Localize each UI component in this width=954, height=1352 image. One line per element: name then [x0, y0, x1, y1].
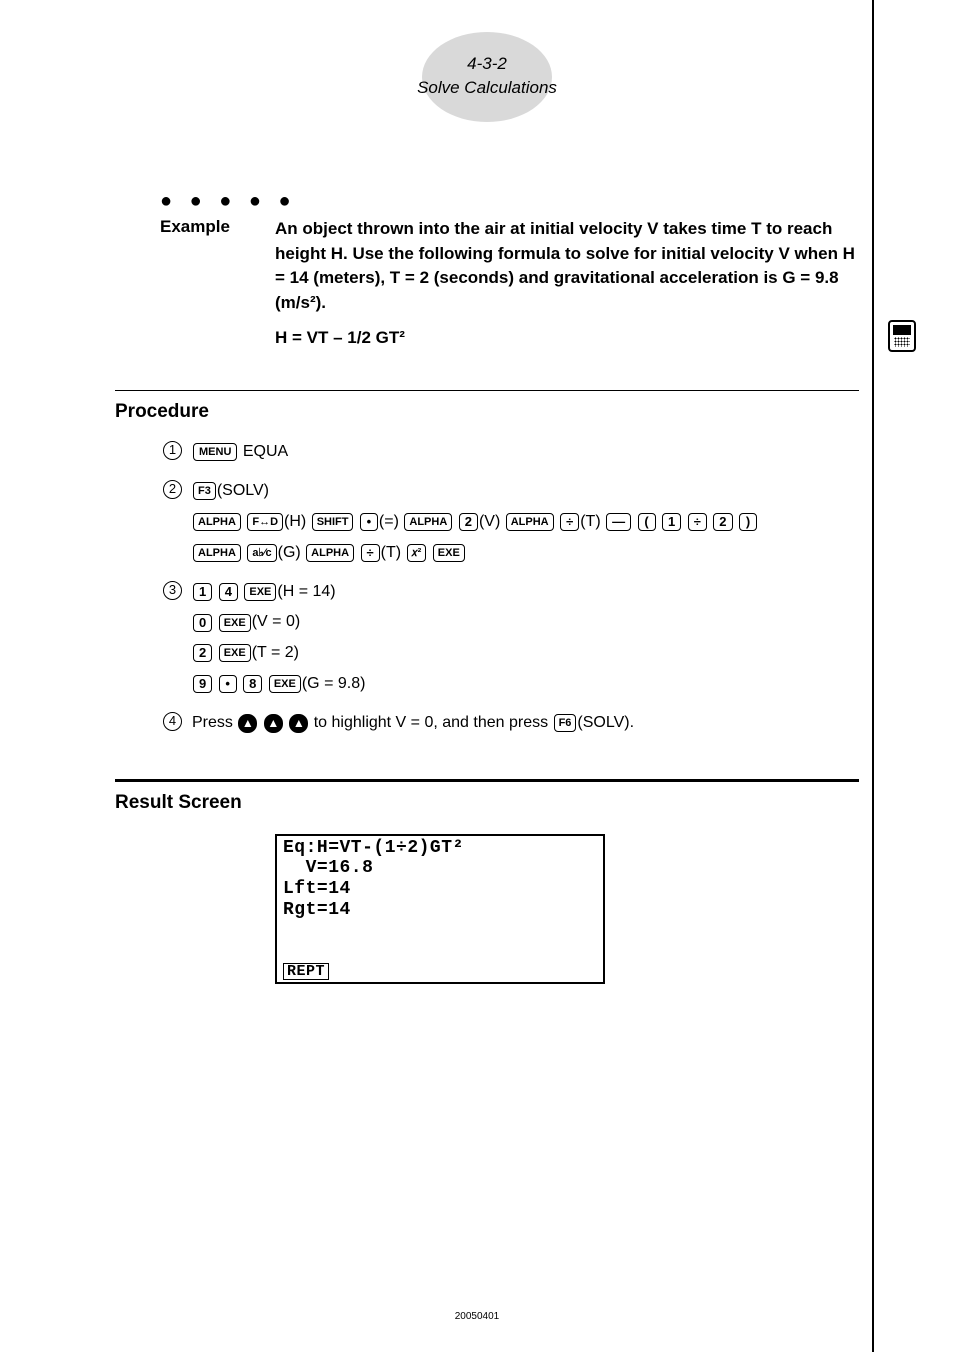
screen-line-4: Rgt=14 [283, 900, 597, 921]
step-num-4: 4 [163, 712, 182, 731]
step-4: 4 Press ▲ ▲ ▲ to highlight V = 0, and th… [163, 708, 859, 739]
key-alpha: ALPHA [193, 513, 241, 531]
key-2a: 2 [459, 513, 478, 531]
s4c: (SOLV). [577, 714, 634, 731]
key-2c: 2 [193, 644, 212, 662]
screen-line-3: Lft=14 [283, 879, 597, 900]
key-up2: ▲ [264, 714, 283, 733]
key-f6: F6 [554, 714, 577, 732]
key-4: 4 [219, 583, 238, 601]
example-dots: ● ● ● ● ● [160, 190, 859, 213]
step-num-1: 1 [163, 441, 182, 460]
procedure-title: Procedure [115, 401, 859, 423]
lbl-h14: (H = 14) [277, 583, 335, 600]
lbl-v: (V) [479, 513, 500, 530]
page-content: 4-3-2 Solve Calculations ● ● ● ● ● Examp… [0, 0, 954, 984]
result-screen: Eq:H=VT-(1÷2)GT² V=16.8 Lft=14 Rgt=14 RE… [275, 834, 605, 984]
key-rparen: ) [739, 513, 757, 531]
key-div: ÷ [560, 513, 579, 531]
key-ab: a♭⁄c [247, 544, 276, 562]
page-ref: 4-3-2 [115, 52, 859, 76]
key-exe5: EXE [269, 675, 301, 693]
key-exe3: EXE [219, 614, 251, 632]
key-div2: ÷ [688, 513, 707, 531]
example-block: Example An object thrown into the air at… [160, 217, 859, 350]
key-2b: 2 [713, 513, 732, 531]
lbl-eq: (=) [379, 513, 399, 530]
screen-line-1: Eq:H=VT-(1÷2)GT² [283, 838, 597, 859]
key-menu: MENU [193, 443, 237, 461]
example-text: An object thrown into the air at initial… [275, 219, 855, 312]
key-up3: ▲ [289, 714, 308, 733]
header-text: 4-3-2 Solve Calculations [115, 40, 859, 100]
s4b: to highlight V = 0, and then press [314, 714, 548, 731]
key-0: 0 [193, 614, 212, 632]
lbl-g: (G) [278, 544, 301, 561]
key-lparen: ( [638, 513, 656, 531]
s4a: Press [192, 714, 233, 731]
step-4-body: Press ▲ ▲ ▲ to highlight V = 0, and then… [192, 708, 859, 739]
step-2-body: F3(SOLV) ALPHA F↔D(H) SHIFT •(=) ALPHA 2… [192, 476, 859, 568]
key-shift: SHIFT [312, 513, 354, 531]
step-3-body: 1 4 EXE(H = 14) 0 EXE(V = 0) 2 EXE(T = 2… [192, 577, 859, 700]
result-title: Result Screen [115, 792, 859, 814]
key-8: 8 [243, 675, 262, 693]
lbl-t: (T) [580, 513, 600, 530]
key-alpha2: ALPHA [404, 513, 452, 531]
key-f3: F3 [193, 482, 216, 500]
key-exe2: EXE [244, 583, 276, 601]
key-exe4: EXE [219, 644, 251, 662]
key-1a: 1 [662, 513, 681, 531]
result-block: Eq:H=VT-(1÷2)GT² V=16.8 Lft=14 Rgt=14 RE… [275, 834, 859, 984]
key-alpha5: ALPHA [306, 544, 354, 562]
key-exe1: EXE [433, 544, 465, 562]
lbl-g98: (G = 9.8) [302, 675, 366, 692]
key-9: 9 [193, 675, 212, 693]
key-1b: 1 [193, 583, 212, 601]
example-label: Example [160, 217, 275, 350]
example-body: An object thrown into the air at initial… [275, 217, 859, 350]
procedure-steps: 1 MENU EQUA 2 F3(SOLV) ALPHA F↔D(H) SHIF… [163, 437, 859, 738]
lbl-t2: (T) [381, 544, 401, 561]
lbl-solv: (SOLV) [217, 482, 269, 499]
screen-footer: REPT [283, 963, 329, 980]
step1-text: EQUA [243, 443, 288, 460]
step-num-3: 3 [163, 581, 182, 600]
page-subtitle: Solve Calculations [115, 76, 859, 100]
key-up1: ▲ [238, 714, 257, 733]
step-num-2: 2 [163, 480, 182, 499]
divider-2 [115, 779, 859, 782]
key-dot2: • [219, 675, 237, 693]
screen-line-2: V=16.8 [283, 858, 597, 879]
footer-code: 20050401 [455, 1311, 500, 1322]
key-alpha4: ALPHA [193, 544, 241, 562]
example-formula: H = VT – 1/2 GT² [275, 326, 859, 351]
lbl-h: (H) [284, 513, 306, 530]
key-xsq: 𝑥² [407, 544, 427, 562]
page-header: 4-3-2 Solve Calculations [115, 40, 859, 130]
key-minus: — [606, 513, 631, 531]
step-1: 1 MENU EQUA [163, 437, 859, 468]
step-3: 3 1 4 EXE(H = 14) 0 EXE(V = 0) 2 EXE(T =… [163, 577, 859, 700]
lbl-t2b: (T = 2) [252, 644, 299, 661]
lbl-v0: (V = 0) [252, 613, 300, 630]
key-fd: F↔D [247, 513, 283, 531]
step-1-body: MENU EQUA [192, 437, 859, 468]
key-div3: ÷ [361, 544, 380, 562]
divider-1 [115, 390, 859, 391]
step-2: 2 F3(SOLV) ALPHA F↔D(H) SHIFT •(=) ALPHA… [163, 476, 859, 568]
key-dot: • [360, 513, 378, 531]
key-alpha3: ALPHA [506, 513, 554, 531]
